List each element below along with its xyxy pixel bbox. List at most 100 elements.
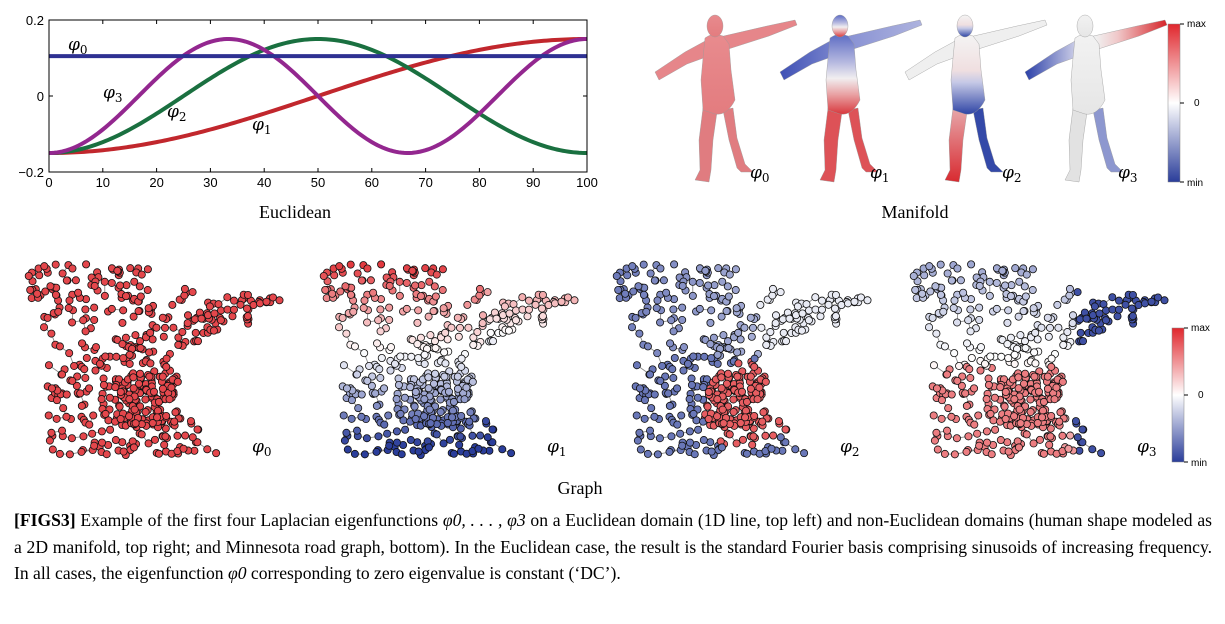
- road-node: [975, 315, 984, 324]
- right-leg-shape: [847, 107, 879, 173]
- road-node: [343, 445, 352, 454]
- road-node: [449, 449, 458, 458]
- road-node: [431, 369, 440, 378]
- road-node: [1019, 379, 1028, 388]
- road-node: [180, 284, 189, 293]
- road-node: [188, 433, 197, 442]
- road-node: [723, 337, 732, 346]
- road-node: [441, 359, 450, 368]
- road-node: [374, 432, 383, 441]
- road-node: [368, 372, 377, 381]
- road-node: [1021, 369, 1030, 378]
- road-node: [749, 432, 758, 441]
- road-node: [411, 387, 420, 396]
- road-node: [432, 270, 441, 279]
- road-node: [688, 291, 697, 300]
- road-node: [1010, 359, 1019, 368]
- road-node: [650, 276, 659, 285]
- y-tick-label: 0: [37, 89, 44, 104]
- road-node: [366, 276, 375, 285]
- road-node: [937, 414, 946, 423]
- road-node: [1047, 354, 1056, 363]
- road-node: [779, 328, 788, 337]
- road-node: [511, 306, 520, 315]
- human-shape-0: [654, 14, 798, 183]
- road-node: [1015, 277, 1024, 286]
- road-node: [725, 270, 734, 279]
- road-node: [1020, 282, 1029, 291]
- road-node: [1016, 419, 1025, 428]
- road-node: [975, 441, 984, 450]
- road-node: [1128, 312, 1137, 321]
- road-node: [375, 365, 384, 374]
- road-node: [396, 409, 405, 418]
- road-node: [46, 282, 55, 291]
- road-node: [932, 428, 941, 437]
- road-node: [55, 449, 64, 458]
- road-node: [203, 311, 212, 320]
- road-node: [614, 286, 623, 295]
- road-node: [420, 395, 429, 404]
- road-node: [1029, 439, 1038, 448]
- road-node: [137, 430, 146, 439]
- road-node: [376, 327, 385, 336]
- road-node: [1079, 337, 1088, 346]
- road-node: [700, 352, 709, 361]
- road-node: [1029, 304, 1038, 313]
- road-node: [690, 450, 699, 459]
- road-node: [750, 354, 759, 363]
- road-node: [983, 438, 992, 447]
- caption-text-1: Example of the first four Laplacian eige…: [75, 510, 443, 530]
- road-node: [656, 318, 665, 327]
- road-node: [647, 404, 656, 413]
- road-node: [44, 361, 53, 370]
- road-node: [643, 449, 652, 458]
- road-node: [180, 291, 189, 300]
- road-node: [992, 278, 1001, 287]
- graph-label: φ2: [840, 437, 860, 459]
- road-node: [380, 384, 389, 393]
- road-node: [457, 362, 466, 371]
- road-node: [223, 293, 232, 302]
- road-node: [936, 260, 945, 269]
- road-node: [655, 434, 664, 443]
- road-node: [635, 428, 644, 437]
- road-node: [1088, 311, 1097, 320]
- road-node: [920, 271, 929, 280]
- road-node: [413, 318, 422, 327]
- road-node: [129, 443, 138, 452]
- road-node: [665, 447, 674, 456]
- road-node: [40, 262, 49, 271]
- road-node: [154, 449, 163, 458]
- road-node: [162, 354, 171, 363]
- left-leg-shape: [944, 107, 968, 183]
- graph-panel: φ0 φ1 φ2 φ3 max 0 min: [0, 248, 1225, 468]
- road-node: [707, 306, 716, 315]
- road-node: [385, 441, 394, 450]
- road-node: [474, 444, 483, 453]
- road-node: [90, 315, 99, 324]
- road-node: [210, 309, 219, 318]
- road-node: [679, 343, 688, 352]
- road-node: [831, 290, 840, 299]
- road-node: [762, 340, 771, 349]
- road-node: [753, 395, 762, 404]
- road-node: [685, 427, 694, 436]
- road-node: [816, 312, 825, 321]
- road-node: [67, 434, 76, 443]
- road-node: [717, 312, 726, 321]
- road-node: [118, 340, 127, 349]
- road-node: [958, 372, 967, 381]
- road-node: [429, 307, 438, 316]
- road-node: [455, 323, 464, 332]
- road-node: [339, 361, 348, 370]
- road-node: [1066, 431, 1075, 440]
- road-node: [937, 396, 946, 405]
- road-node: [1101, 316, 1110, 325]
- road-node: [424, 443, 433, 452]
- road-node: [771, 319, 780, 328]
- road-node: [135, 282, 144, 291]
- road-node: [350, 342, 359, 351]
- road-node: [676, 429, 685, 438]
- colorbar-max-label: max: [1191, 323, 1210, 334]
